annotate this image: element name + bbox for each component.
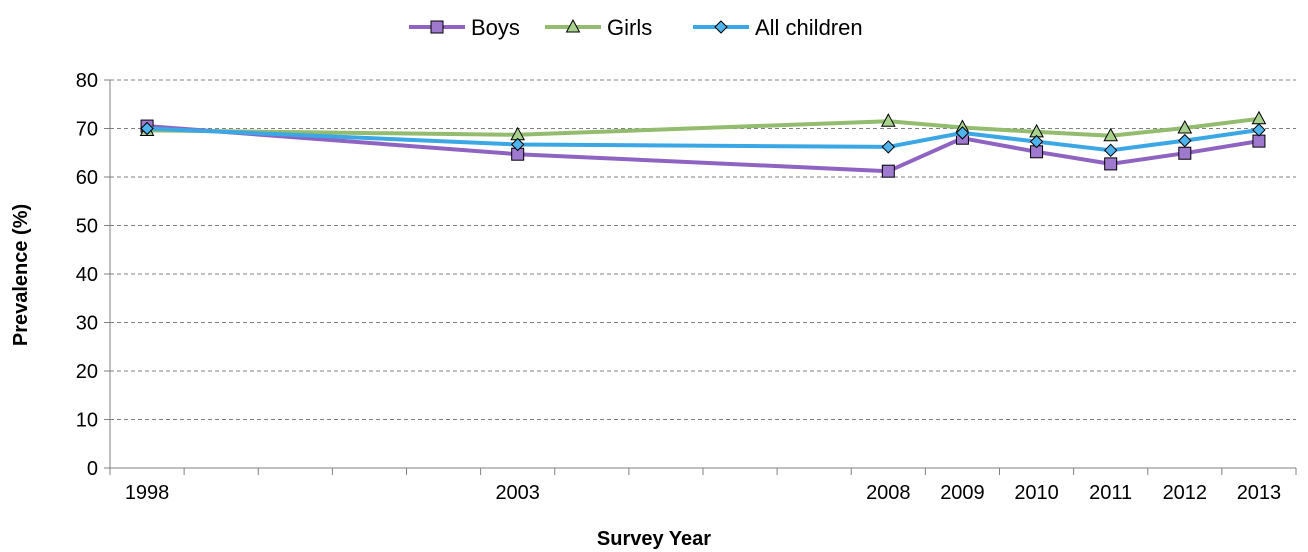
x-tick-labels: 1998 2003 2008 2009 2010 2011 2012 2013: [125, 482, 1281, 504]
data-point-boys: [1178, 146, 1192, 160]
y-tick-label: 70: [76, 119, 98, 141]
x-tick-label: 2009: [940, 482, 985, 504]
legend-entry-all-children: All children: [693, 15, 863, 40]
data-point-all-children: [140, 121, 154, 136]
x-tick-label: 2012: [1163, 482, 1208, 504]
data-point-girls: [1177, 119, 1193, 134]
y-tick-labels: 0 10 20 30 40 50 60 70 80: [76, 70, 98, 480]
data-point-all-children: [510, 137, 525, 152]
x-tick-label: 2008: [866, 482, 911, 504]
series-all-children: [140, 121, 1266, 158]
data-point-girls: [1103, 127, 1119, 142]
legend-label-boys: Boys: [471, 15, 520, 40]
legend: Boys Girls All children: [409, 15, 863, 40]
series-boys: [140, 119, 1266, 178]
x-tick-label: 2003: [495, 482, 540, 504]
y-tick-label: 0: [87, 458, 98, 480]
data-point-boys: [1104, 157, 1118, 171]
y-tick-label: 80: [76, 70, 98, 92]
y-tick-label: 60: [76, 167, 98, 189]
legend-entry-boys: Boys: [409, 15, 520, 40]
legend-marker-all-children: [714, 20, 728, 34]
series-girls: [139, 110, 1267, 142]
y-tick-label: 10: [76, 410, 98, 432]
legend-label-all-children: All children: [755, 15, 863, 40]
y-tick-label: 50: [76, 216, 98, 238]
data-point-all-children: [1252, 123, 1266, 137]
data-point-all-children: [1029, 134, 1044, 149]
data-point-all-children: [881, 140, 896, 154]
y-tick-label: 20: [76, 361, 98, 383]
x-tick-label: 1998: [125, 482, 170, 504]
x-tick-label: 2013: [1237, 482, 1282, 504]
series-line-all-children: [147, 126, 1260, 153]
data-point-boys: [881, 164, 895, 178]
legend-marker-boys: [430, 20, 444, 34]
data-point-all-children: [1103, 143, 1118, 158]
x-axis-title: Survey Year: [597, 528, 711, 550]
x-tick-label: 2011: [1089, 482, 1132, 504]
y-axis-title: Prevalence (%): [10, 204, 32, 346]
series-line-girls: [147, 116, 1260, 138]
series-layer: [139, 110, 1267, 178]
data-point-all-children: [1178, 133, 1192, 148]
data-point-boys: [1252, 134, 1266, 148]
gridlines: [110, 79, 1296, 420]
y-tick-label: 30: [76, 313, 98, 335]
data-point-all-children: [955, 126, 970, 140]
data-point-girls: [880, 113, 896, 127]
axes: [104, 79, 1297, 475]
y-tick-label: 40: [76, 264, 98, 286]
legend-label-girls: Girls: [607, 15, 652, 40]
series-line-boys: [146, 124, 1260, 174]
x-tick-label: 2010: [1014, 482, 1059, 504]
legend-entry-girls: Girls: [545, 15, 652, 40]
legend-marker-girls: [565, 18, 581, 33]
